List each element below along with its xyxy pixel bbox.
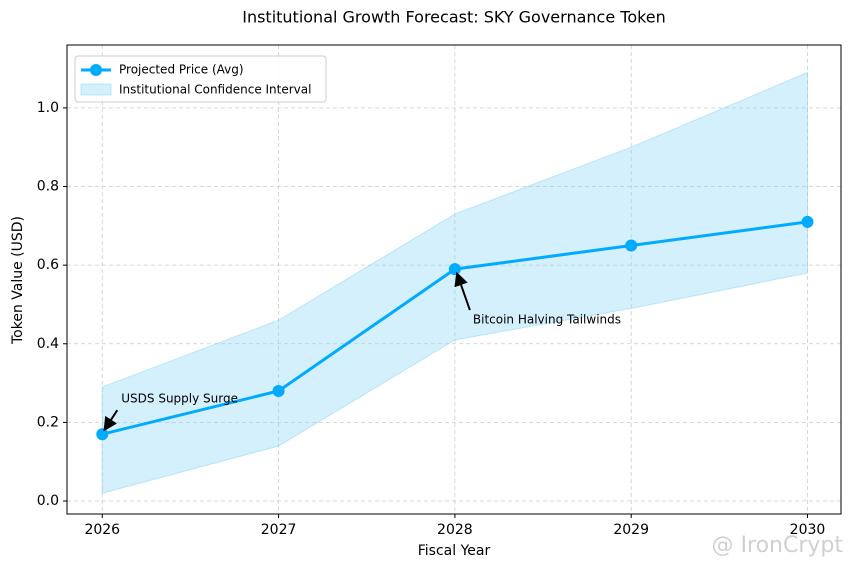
data-point: [448, 263, 461, 276]
x-tick-label: 2027: [261, 522, 297, 538]
annotation-arrow: [103, 409, 119, 432]
legend-marker: [90, 64, 102, 76]
y-tick-label: 0.4: [37, 336, 59, 352]
legend-swatch: [80, 83, 112, 96]
y-tick-label: 0.0: [37, 493, 59, 509]
watermark: @ IronCrypt: [712, 533, 844, 558]
x-tick-label: 2030: [790, 522, 826, 538]
legend-label: Institutional Confidence Interval: [119, 83, 311, 97]
legend-label: Projected Price (Avg): [119, 63, 244, 77]
annotation-text: Bitcoin Halving Tailwinds: [473, 313, 621, 327]
y-tick-label: 0.2: [37, 414, 59, 430]
y-tick-label: 0.8: [37, 179, 59, 195]
y-tick-label: 1.0: [37, 100, 59, 116]
annotation-text: USDS Supply Surge: [121, 392, 238, 406]
y-tick-label: 0.6: [37, 257, 59, 273]
data-point: [801, 215, 814, 228]
x-axis-label: Fiscal Year: [418, 543, 491, 559]
x-tick-label: 2029: [613, 522, 649, 538]
data-point: [96, 428, 109, 441]
chart-title: Institutional Growth Forecast: SKY Gover…: [242, 8, 666, 27]
plot-frame: [66, 44, 842, 515]
annotation-arrow: [454, 271, 471, 311]
y-axis-label: Token Value (USD): [10, 216, 26, 345]
data-point: [625, 239, 638, 252]
x-tick-label: 2026: [84, 522, 120, 538]
x-tick-label: 2028: [437, 522, 473, 538]
legend-box: [74, 55, 327, 103]
data-point: [272, 384, 285, 397]
